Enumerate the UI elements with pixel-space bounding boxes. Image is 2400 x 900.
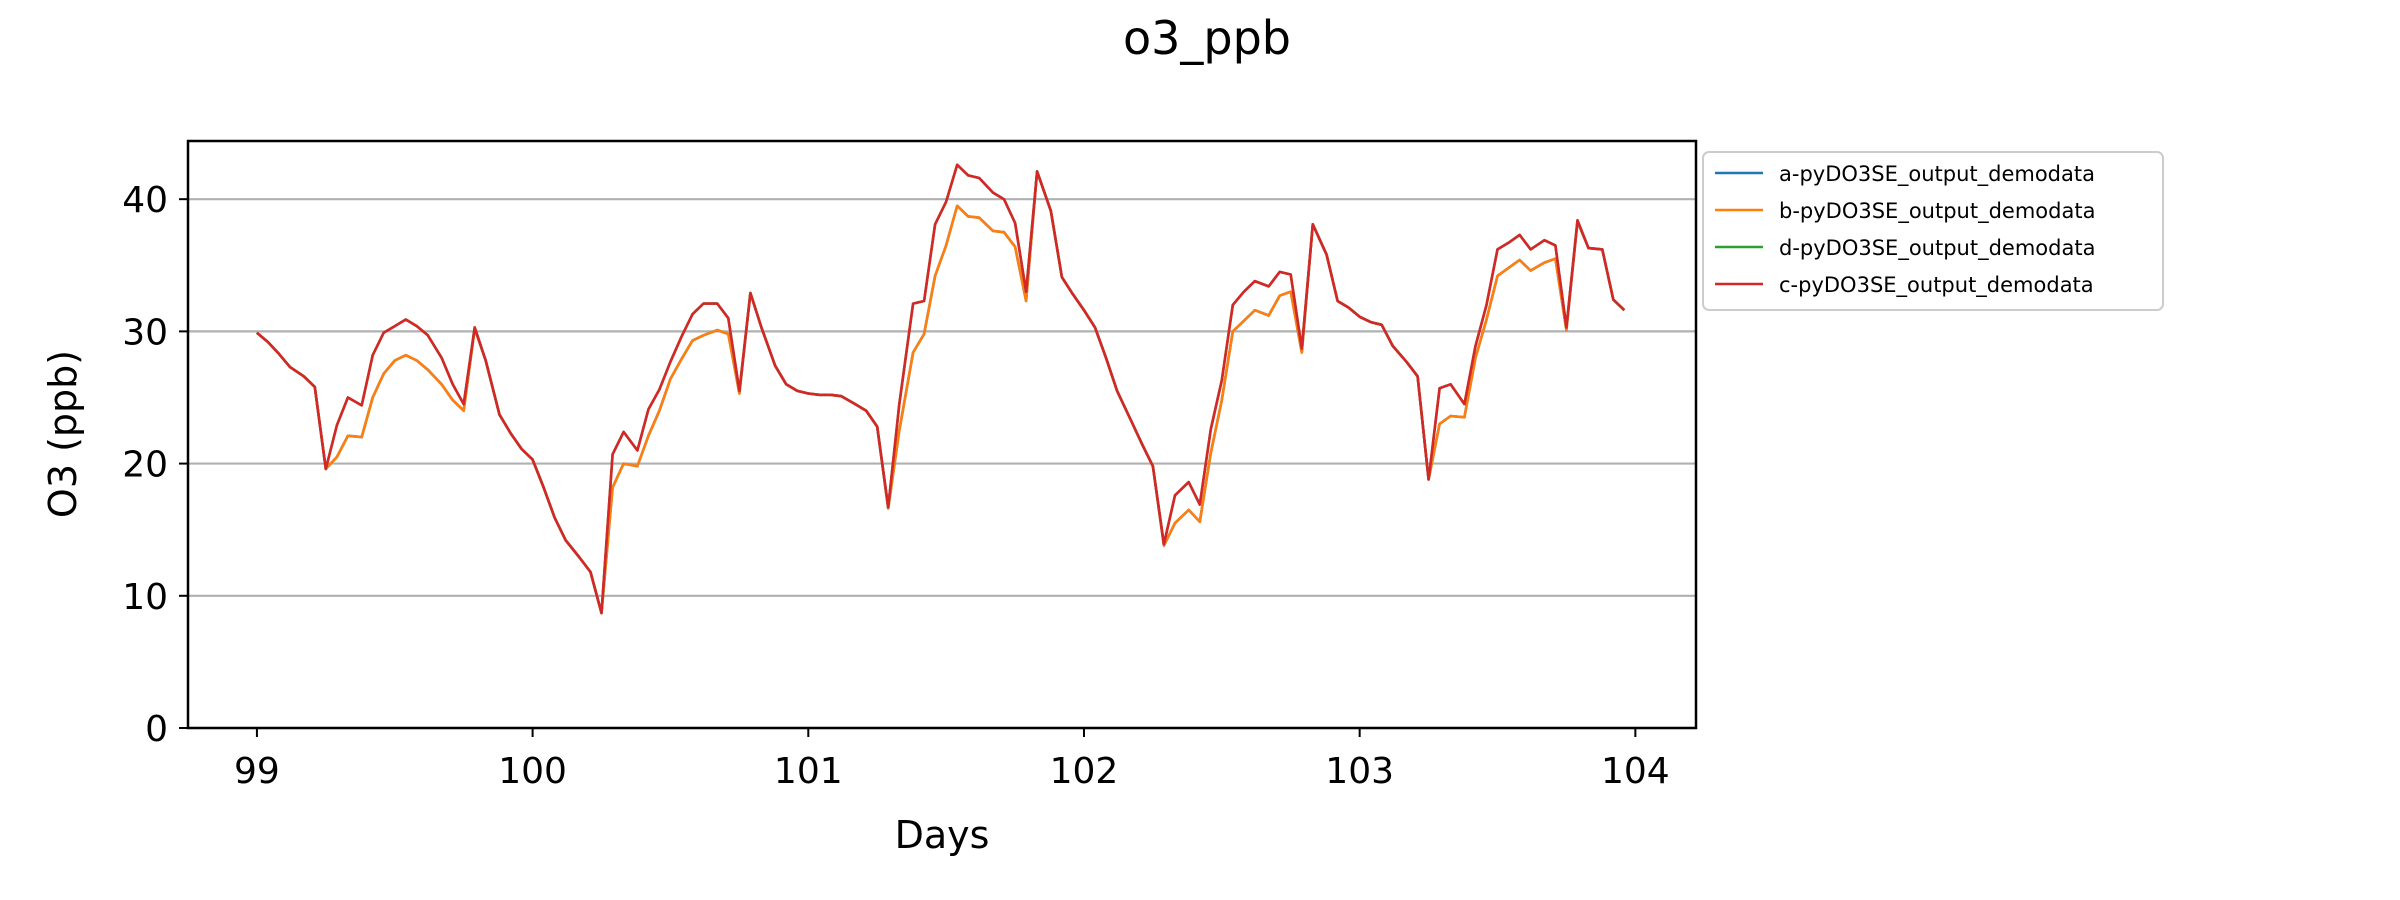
legend-frame [1702, 151, 2164, 311]
y-axis-label: O3 (ppb) [41, 350, 85, 518]
x-tick-label: 102 [1050, 751, 1119, 792]
legend-label-c-pyDO3SE_output_demodata: c-pyDO3SE_output_demodata [1779, 273, 2094, 298]
plot-area-frame [186, 139, 1698, 730]
y-tick-label: 10 [122, 577, 168, 618]
legend-label-a-pyDO3SE_output_demodata: a-pyDO3SE_output_demodata [1779, 162, 2095, 187]
x-tick-label: 104 [1601, 751, 1670, 792]
x-tick-label: 100 [498, 751, 567, 792]
series-line-c-pyDO3SE_output_demodata [256, 163, 1626, 615]
legend-label-b-pyDO3SE_output_demodata: b-pyDO3SE_output_demodata [1779, 199, 2095, 224]
x-tick-label: 99 [234, 751, 280, 792]
legend: a-pyDO3SE_output_demodata b-pyDO3SE_outpu… [1702, 151, 2164, 311]
y-tick-label: 0 [145, 709, 168, 750]
y-axis-ticks: 0 10 20 30 40 [122, 180, 188, 750]
y-tick-label: 30 [122, 312, 168, 353]
x-axis-ticks: 99 100 101 102 103 104 [234, 728, 1670, 792]
y-tick-label: 20 [122, 445, 168, 486]
x-axis-label: Days [895, 813, 990, 857]
grid-lines [188, 198, 1696, 730]
y-tick-label: 40 [122, 180, 168, 221]
x-tick-label: 101 [774, 751, 843, 792]
legend-label-d-pyDO3SE_output_demodata: d-pyDO3SE_output_demodata [1779, 236, 2095, 261]
chart-title: o3_ppb [1123, 11, 1291, 65]
series-lines [256, 163, 1626, 615]
x-tick-label: 103 [1325, 751, 1394, 792]
